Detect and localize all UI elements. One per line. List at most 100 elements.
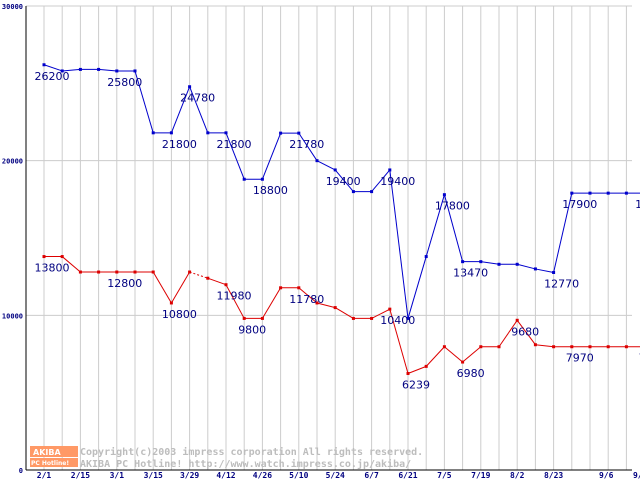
series-2-segment [261,287,282,319]
series-2-segment [371,308,391,319]
series-1-segment [425,194,445,257]
series-1-point [242,177,246,181]
series-1-segment [334,169,354,192]
x-axis-tick-labels: 2/1 2/15 3/1 3/15 3/29 4/12 4/26 5/10 5/24 6/7 6/2… [37,471,640,480]
akiba-logo [30,446,78,457]
series-1-data-label: 17900 [635,198,640,211]
series-2-data-label: 10800 [162,308,197,321]
series-2-point [351,316,355,320]
series-1-point [169,131,173,135]
series-2-point [570,345,574,349]
x-tick-label: 5/24 [326,471,345,480]
copyright-watermark: AKIBA PC Hotline! Copyright(c)2003 impre… [30,446,423,470]
series-2-data-label: 6239 [402,379,430,392]
x-tick-label: 2/15 [71,471,90,480]
series-1-data-label: 17800 [435,200,470,213]
series-2-point [588,345,592,349]
series-1-point [388,168,392,172]
series-1-segment [225,132,245,180]
series-2-segment [498,319,518,348]
y-tick-label: 20000 [2,158,23,166]
y-tick-label: 10000 [2,312,23,320]
series-2-point [188,270,192,274]
series-2-point [279,286,283,290]
series-2-point [115,270,119,274]
axes [25,6,632,471]
series-1-point [515,262,519,266]
series-1-point [297,131,301,135]
series-1-point [133,69,137,73]
x-tick-label: 6/7 [364,471,379,480]
series-1-segment [62,68,81,72]
series-2-segment [152,271,172,304]
x-tick-label: 7/5 [437,471,452,480]
series-1-segment [298,132,318,161]
series-2-point [260,316,264,320]
series-2-segment [170,271,191,304]
series-2-segment [61,256,81,273]
x-tick-label: 3/15 [144,471,163,480]
series-2-data-label: 9800 [238,323,266,336]
gridlines [26,5,632,471]
series-1-point [533,267,537,271]
series-2-data-label: 7970 [639,352,640,365]
series-1-data-label: 17900 [562,198,597,211]
series-2-data-label: 9680 [511,325,539,338]
series-1-segment [98,68,117,72]
series-2-data-label: 11780 [289,293,324,306]
series-2-point [133,270,137,274]
series-2-point [370,316,374,320]
series-1-point [479,260,483,264]
series-1-segment [553,193,573,273]
y-tick-label: 30000 [2,3,23,11]
series-2-point [169,301,173,305]
series-1-point [552,270,556,274]
series-1-segment [480,261,500,265]
series-1-data-label: 19400 [326,175,361,188]
series-1-data-label: 19400 [380,175,415,188]
series-2-segment [225,284,245,319]
series-2-segment [207,277,227,286]
x-tick-label: 6/21 [398,471,417,480]
series-1-segment [535,268,554,273]
series-2-segment [444,346,463,363]
series-1-point [351,190,355,194]
series-1-point [406,316,410,320]
series-1-point [333,168,337,172]
series-1-point [151,131,155,135]
series-1-data-label: 21800 [217,138,252,151]
series-2-data-label: 6980 [457,367,485,380]
website-line: AKIBA PC Hotline! http://www.watch.impre… [80,458,411,470]
series-1-data-label: 26200 [35,70,70,83]
series-1-point [188,85,192,89]
series-2-point [206,276,210,280]
x-tick-label: 3/29 [180,471,199,480]
series-2-point [60,255,64,259]
series-1-point [224,131,228,135]
series-1-point [97,67,101,71]
x-tick-label: 4/26 [253,471,272,480]
series-1-point [115,69,119,73]
series-1-point [461,260,465,264]
y-axis-tick-labels: 30000 20000 10000 0 [2,3,23,475]
logo-top-text: AKIBA [33,448,61,457]
series-2-data-label: 7970 [566,352,594,365]
series-1-point [279,131,283,135]
series-2-segment [189,271,208,279]
series-1-point [588,191,592,195]
series-1-segment [170,86,191,134]
series-2-point [242,316,246,320]
series-2-point [78,270,82,274]
series-1-point [206,131,210,135]
x-tick-label: 4/12 [216,471,235,480]
series-1-point [424,255,428,259]
series-1-data-label: 12770 [544,277,579,290]
series-1-point [370,190,374,194]
series-1-segment [517,263,536,270]
series-2-segment [516,319,536,346]
series-1-segment [189,86,209,134]
series-1-point [260,177,264,181]
series-2-data-label: 10400 [380,314,415,327]
series-1-segment [371,169,391,192]
